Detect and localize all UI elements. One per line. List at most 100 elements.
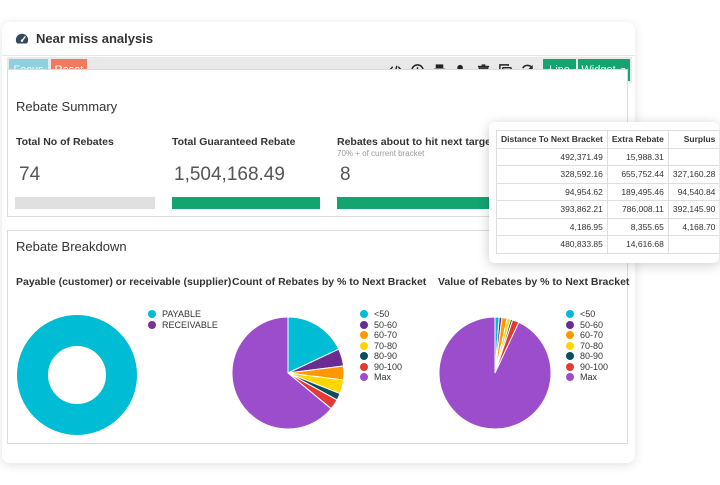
column-header[interactable]: Extra Rebate bbox=[606, 130, 669, 149]
chart-title-value: Value of Rebates by % to Next Bracket bbox=[438, 276, 630, 288]
legend-item-70-80[interactable]: 70-80 bbox=[360, 341, 402, 352]
table-cell: 189,495.46 bbox=[606, 182, 669, 201]
legend-swatch bbox=[566, 310, 574, 319]
table-cell: 480,833.85 bbox=[496, 235, 608, 254]
legend-item-max[interactable]: Max bbox=[360, 372, 402, 383]
pie-slice-payable[interactable] bbox=[17, 315, 137, 435]
legend-item-60-70[interactable]: 60-70 bbox=[566, 330, 608, 341]
table-cell: 4,168.70 bbox=[667, 217, 719, 236]
table-cell: 492,371.49 bbox=[496, 147, 608, 166]
table-row: 492,371.49 15,988.31 bbox=[496, 147, 719, 166]
distance-table-card: Distance To Next Bracket Extra Rebate Su… bbox=[489, 122, 719, 263]
donut-chart-payable bbox=[17, 315, 137, 435]
legend-label: 80-90 bbox=[374, 351, 398, 362]
legend-swatch bbox=[360, 362, 368, 371]
legend-label: 80-90 bbox=[580, 351, 604, 362]
table-cell bbox=[667, 235, 719, 254]
legend-swatch bbox=[566, 320, 574, 329]
legend-item-50[interactable]: <50 bbox=[566, 309, 608, 320]
legend-label: 50-60 bbox=[374, 319, 398, 330]
metric-label: Total No of Rebates bbox=[16, 136, 114, 148]
legend-item-90-100[interactable]: 90-100 bbox=[566, 362, 608, 373]
legend-label: 60-70 bbox=[374, 330, 398, 341]
column-header[interactable]: Distance To Next Bracket bbox=[496, 130, 608, 149]
legend-item-receivable[interactable]: RECEIVABLE bbox=[148, 320, 218, 331]
table-row: 328,592.16 655,752.44 327,160.28 bbox=[496, 165, 719, 184]
legend-label: <50 bbox=[374, 309, 390, 320]
metric-sub: 70% + of current bracket bbox=[337, 149, 425, 158]
pie-slice-50[interactable] bbox=[287, 316, 340, 374]
metric-total-rebates: Total No of Rebates bbox=[16, 136, 114, 148]
pie-slice-max[interactable] bbox=[231, 316, 332, 430]
legend-swatch bbox=[566, 331, 574, 340]
metric-bar bbox=[15, 197, 155, 209]
table-row: 4,186.95 8,355.65 4,168.70 bbox=[496, 217, 719, 236]
rebate-breakdown-title: Rebate Breakdown bbox=[16, 239, 127, 254]
column-header[interactable]: Surplus bbox=[667, 130, 719, 149]
pie-chart-count bbox=[231, 316, 345, 430]
legend-payable: PAYABLE RECEIVABLE bbox=[148, 309, 218, 330]
legend-label: 70-80 bbox=[374, 340, 398, 351]
table-cell bbox=[667, 147, 719, 166]
legend-item-80-90[interactable]: 80-90 bbox=[360, 351, 402, 362]
table-cell: 392,145.90 bbox=[667, 200, 719, 219]
metric-bar bbox=[337, 197, 497, 209]
legend-swatch bbox=[148, 320, 156, 329]
legend-label: RECEIVABLE bbox=[162, 319, 218, 330]
legend-item-70-80[interactable]: 70-80 bbox=[566, 341, 608, 352]
table-cell: 8,355.65 bbox=[606, 217, 669, 236]
legend-label: 90-100 bbox=[374, 361, 403, 372]
metric-value: 74 bbox=[19, 164, 41, 185]
legend-item-50[interactable]: <50 bbox=[360, 309, 402, 320]
pie-slice-max[interactable] bbox=[438, 316, 552, 430]
table-cell: 327,160.28 bbox=[667, 165, 719, 184]
legend-label: Max bbox=[374, 372, 392, 383]
table-cell: 4,186.95 bbox=[496, 217, 608, 236]
legend-swatch bbox=[566, 362, 574, 371]
legend-swatch bbox=[148, 310, 156, 319]
legend-swatch bbox=[566, 352, 574, 361]
table-cell: 94,954.62 bbox=[496, 182, 608, 201]
legend-label: 50-60 bbox=[580, 319, 604, 330]
page-title: Near miss analysis bbox=[36, 31, 154, 46]
chart-title-payable: Payable (customer) or receivable (suppli… bbox=[16, 276, 232, 288]
gauge-icon bbox=[15, 33, 29, 44]
legend-label: <50 bbox=[580, 309, 596, 320]
chart-title-count: Count of Rebates by % to Next Bracket bbox=[232, 276, 427, 288]
legend-label: 90-100 bbox=[580, 361, 609, 372]
metric-label: Rebates about to hit next target bbox=[337, 136, 495, 148]
legend-label: PAYABLE bbox=[162, 309, 202, 320]
legend-swatch bbox=[566, 341, 574, 350]
legend-label: 70-80 bbox=[580, 340, 604, 351]
card-header: Near miss analysis bbox=[2, 22, 635, 56]
table-cell: 786,008.11 bbox=[606, 200, 669, 219]
legend-count: <50 50-60 60-70 70-80 80-90 90-100 Max bbox=[360, 309, 402, 383]
legend-swatch bbox=[360, 331, 368, 340]
legend-item-payable[interactable]: PAYABLE bbox=[148, 309, 218, 320]
legend-swatch bbox=[360, 320, 368, 329]
legend-item-90-100[interactable]: 90-100 bbox=[360, 362, 402, 373]
table-row: 480,833.85 14,616.68 bbox=[496, 235, 719, 254]
legend-item-50-60[interactable]: 50-60 bbox=[566, 320, 608, 331]
table-row: 393,862.21 786,008.11 392,145.90 bbox=[496, 200, 719, 219]
legend-swatch bbox=[360, 373, 368, 382]
legend-item-60-70[interactable]: 60-70 bbox=[360, 330, 402, 341]
metric-bar bbox=[172, 197, 320, 209]
metric-next-target: Rebates about to hit next target 70% + o… bbox=[337, 136, 495, 158]
legend-item-max[interactable]: Max bbox=[566, 372, 608, 383]
legend-item-80-90[interactable]: 80-90 bbox=[566, 351, 608, 362]
distance-table: Distance To Next Bracket Extra Rebate Su… bbox=[496, 130, 719, 254]
rebate-summary-title: Rebate Summary bbox=[16, 99, 118, 114]
metric-guaranteed-rebate: Total Guaranteed Rebate bbox=[172, 136, 296, 148]
table-cell: 15,988.31 bbox=[606, 147, 669, 166]
table-cell: 14,616.68 bbox=[606, 235, 669, 254]
metric-value: 8 bbox=[340, 164, 351, 185]
legend-label: 60-70 bbox=[580, 330, 604, 341]
table-cell: 94,540.84 bbox=[667, 182, 719, 201]
legend-swatch bbox=[360, 341, 368, 350]
legend-swatch bbox=[566, 373, 574, 382]
table-cell: 393,862.21 bbox=[496, 200, 608, 219]
legend-item-50-60[interactable]: 50-60 bbox=[360, 320, 402, 331]
legend-swatch bbox=[360, 352, 368, 361]
pie-chart-value bbox=[438, 316, 552, 430]
